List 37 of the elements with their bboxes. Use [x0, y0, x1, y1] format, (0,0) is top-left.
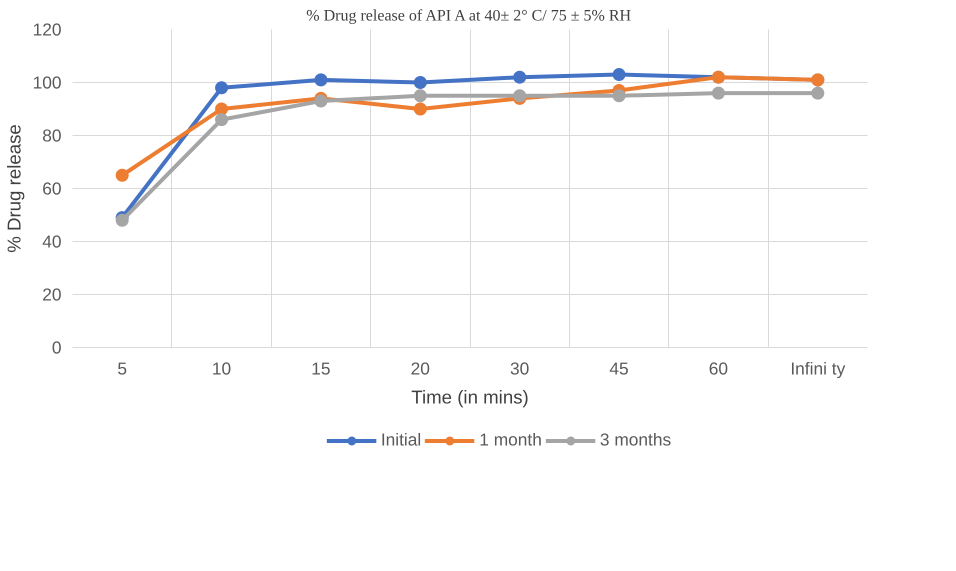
chart-title: % Drug release of API A at 40± 2° C/ 75 ± 5% RH	[306, 8, 632, 24]
point	[314, 73, 328, 86]
point	[215, 113, 228, 126]
point	[215, 81, 228, 94]
legend-label: Initial	[380, 430, 422, 450]
point	[215, 102, 228, 116]
x-tick-label: 30	[510, 358, 530, 378]
point	[414, 76, 427, 89]
point	[612, 89, 626, 102]
y-tick-label: 120	[32, 20, 62, 40]
x-tick-label: 10	[212, 358, 232, 378]
x-axis-title: Time (in mins)	[411, 386, 529, 408]
point	[314, 94, 328, 108]
y-tick-label: 40	[42, 232, 62, 252]
x-tick-label: 60	[708, 358, 728, 378]
point	[513, 89, 526, 102]
legend-label: 3 months	[600, 430, 672, 450]
point	[811, 86, 824, 100]
y-tick-label: 0	[52, 338, 62, 358]
x-tick-label: 45	[609, 358, 629, 378]
legend-label: 1 month	[479, 430, 542, 450]
point	[513, 70, 526, 84]
point	[414, 89, 427, 102]
point	[116, 168, 129, 182]
point	[414, 102, 427, 116]
y-tick-label: 100	[32, 72, 62, 92]
y-tick-label: 80	[42, 126, 62, 146]
point	[712, 86, 725, 100]
point	[612, 68, 626, 82]
y-tick-label: 20	[42, 284, 62, 304]
point	[116, 214, 129, 227]
x-tick-label: Infini ty	[790, 358, 846, 378]
x-tick-label: 20	[410, 358, 430, 378]
x-tick-label: 15	[311, 358, 331, 378]
y-tick-label: 60	[42, 178, 62, 198]
y-axis-title: % Drug release	[4, 124, 25, 253]
x-tick-label: 5	[117, 358, 128, 378]
